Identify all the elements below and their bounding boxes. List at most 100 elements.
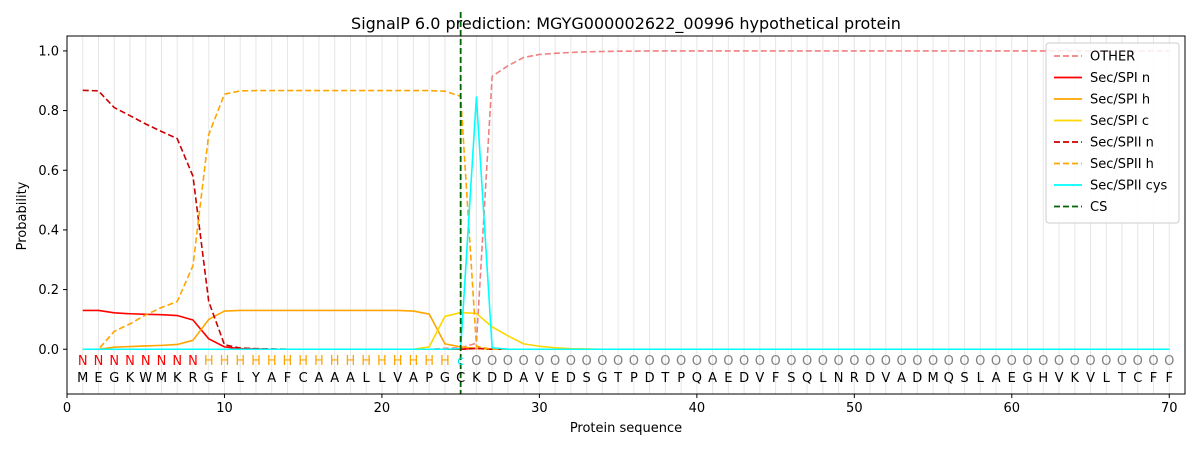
region-label: O bbox=[1117, 354, 1127, 369]
residue-letter: V bbox=[393, 371, 402, 386]
region-label: H bbox=[235, 354, 245, 369]
residue-letter: W bbox=[139, 371, 152, 386]
residue-letter: D bbox=[566, 371, 576, 386]
region-label: O bbox=[1164, 354, 1174, 369]
x-tick-label: 70 bbox=[1161, 401, 1178, 416]
region-label: H bbox=[377, 354, 387, 369]
residue-letter: A bbox=[346, 371, 355, 386]
residue-letter: R bbox=[850, 371, 859, 386]
region-label: N bbox=[141, 354, 151, 369]
residue-letter: P bbox=[425, 371, 433, 386]
region-label: O bbox=[582, 354, 592, 369]
region-label: H bbox=[393, 354, 403, 369]
region-label: H bbox=[283, 354, 293, 369]
residue-letter: C bbox=[456, 371, 465, 386]
region-label: N bbox=[188, 354, 198, 369]
region-label: O bbox=[881, 354, 891, 369]
region-label: H bbox=[298, 354, 308, 369]
residue-letter: Q bbox=[944, 371, 954, 386]
region-label: O bbox=[1054, 354, 1064, 369]
region-label: O bbox=[865, 354, 875, 369]
residue-letter: Q bbox=[802, 371, 812, 386]
y-axis-label: Probability bbox=[15, 181, 30, 250]
x-axis-label: Protein sequence bbox=[570, 421, 682, 436]
series-line-sec-spii-cys bbox=[82, 96, 1170, 351]
residue-letter: S bbox=[583, 371, 591, 386]
residue-letter: A bbox=[330, 371, 339, 386]
legend-label: Sec/SPII n bbox=[1090, 136, 1154, 151]
residue-letter: A bbox=[314, 371, 323, 386]
residue-letter: F bbox=[1150, 371, 1157, 386]
residue-letter: K bbox=[472, 371, 481, 386]
region-label: N bbox=[125, 354, 135, 369]
residue-letter: A bbox=[267, 371, 276, 386]
residue-letter: Y bbox=[251, 371, 260, 386]
region-label: O bbox=[503, 354, 513, 369]
series-line-sec-spi-n bbox=[82, 309, 1170, 351]
residue-letter: M bbox=[927, 371, 938, 386]
residue-letter: A bbox=[409, 371, 418, 386]
residue-letter: L bbox=[363, 371, 371, 386]
region-label: O bbox=[597, 354, 607, 369]
legend-label: Sec/SPI c bbox=[1090, 114, 1149, 129]
region-label: H bbox=[267, 354, 277, 369]
region-label: N bbox=[94, 354, 104, 369]
residue-letter: T bbox=[1117, 371, 1126, 386]
plot-frame bbox=[66, 35, 1186, 395]
residue-letter: D bbox=[645, 371, 655, 386]
region-label: H bbox=[440, 354, 450, 369]
region-label: N bbox=[157, 354, 167, 369]
residue-letter: V bbox=[881, 371, 890, 386]
region-label: O bbox=[786, 354, 796, 369]
x-tick-label: 20 bbox=[374, 401, 391, 416]
residue-letter: G bbox=[204, 371, 214, 386]
region-label: H bbox=[361, 354, 371, 369]
region-label: H bbox=[424, 354, 434, 369]
x-tick-label: 0 bbox=[63, 401, 71, 416]
region-label: O bbox=[818, 354, 828, 369]
region-label: O bbox=[1085, 354, 1095, 369]
residue-letter: L bbox=[237, 371, 245, 386]
region-label: O bbox=[802, 354, 812, 369]
residue-letter: L bbox=[819, 371, 827, 386]
region-label: O bbox=[629, 354, 639, 369]
region-label: O bbox=[912, 354, 922, 369]
region-label: H bbox=[251, 354, 261, 369]
region-label: O bbox=[707, 354, 717, 369]
residue-letter: K bbox=[1071, 371, 1080, 386]
legend-label: Sec/SPII h bbox=[1090, 157, 1154, 172]
residue-letter: Q bbox=[692, 371, 702, 386]
residue-letter: P bbox=[677, 371, 685, 386]
region-label: O bbox=[692, 354, 702, 369]
region-label: c bbox=[457, 354, 464, 369]
residue-letter: T bbox=[660, 371, 669, 386]
legend-label: Sec/SPII cys bbox=[1090, 179, 1168, 194]
legend-box bbox=[1045, 42, 1180, 224]
region-label: O bbox=[487, 354, 497, 369]
residue-letter: G bbox=[109, 371, 119, 386]
region-label: H bbox=[314, 354, 324, 369]
series-line-sec-spi-h bbox=[82, 309, 1170, 351]
residue-letter: A bbox=[519, 371, 528, 386]
region-label: O bbox=[975, 354, 985, 369]
region-label: H bbox=[204, 354, 214, 369]
region-label: O bbox=[944, 354, 954, 369]
region-label: O bbox=[739, 354, 749, 369]
x-tick-label: 10 bbox=[216, 401, 233, 416]
y-tick-label: 0.0 bbox=[38, 343, 59, 358]
residue-letter: C bbox=[299, 371, 308, 386]
region-label: O bbox=[723, 354, 733, 369]
residue-letter: S bbox=[960, 371, 968, 386]
residue-letter: V bbox=[535, 371, 544, 386]
residue-letter: E bbox=[551, 371, 559, 386]
region-label: H bbox=[409, 354, 419, 369]
residue-letter: V bbox=[1086, 371, 1095, 386]
residue-letter: D bbox=[739, 371, 749, 386]
residue-letter: M bbox=[156, 371, 167, 386]
residue-letter: E bbox=[724, 371, 732, 386]
region-label: O bbox=[566, 354, 576, 369]
region-label: O bbox=[770, 354, 780, 369]
residue-letter: K bbox=[173, 371, 182, 386]
x-tick-label: 40 bbox=[689, 401, 706, 416]
